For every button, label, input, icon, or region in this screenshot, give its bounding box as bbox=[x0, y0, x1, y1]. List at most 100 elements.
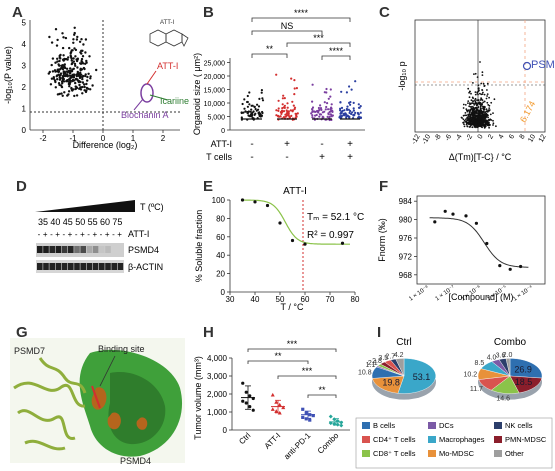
organoid-point bbox=[293, 87, 296, 90]
x-tick-label: 2 bbox=[487, 133, 495, 140]
volcano-point bbox=[84, 62, 87, 65]
volcano-point bbox=[83, 85, 86, 89]
combo-pie: 26.9 18.5 14.6 11.7 10.2 8.54.0 3.62.0 bbox=[463, 352, 543, 403]
volcano-point bbox=[63, 63, 66, 66]
tpp-point bbox=[471, 126, 474, 129]
organoid-point bbox=[290, 114, 293, 117]
tpp-point bbox=[486, 95, 488, 97]
organoid-point bbox=[345, 113, 348, 116]
volcano-point bbox=[68, 71, 72, 75]
tpp-point bbox=[483, 93, 486, 96]
tpp-point bbox=[488, 109, 491, 111]
volcano-point bbox=[81, 77, 84, 81]
organoid-point bbox=[258, 111, 261, 114]
tpp-point bbox=[468, 123, 471, 126]
volcano-point bbox=[80, 49, 83, 52]
tumor-point bbox=[244, 390, 248, 394]
tpp-point bbox=[479, 92, 481, 95]
pie-value-label: 8.5 bbox=[475, 360, 485, 367]
pie-value-label: 3.6 bbox=[496, 353, 506, 360]
x-tick-label: 6 bbox=[508, 133, 516, 140]
tpp-point bbox=[478, 102, 480, 105]
legend-label: Macrophages bbox=[439, 435, 485, 444]
tpp-point bbox=[481, 71, 484, 74]
organoid-point bbox=[348, 85, 351, 88]
legend-swatch bbox=[362, 436, 370, 443]
psmd4-band bbox=[92, 246, 99, 253]
volcano-point bbox=[55, 44, 59, 47]
tpp-point bbox=[464, 104, 467, 106]
volcano-point bbox=[75, 85, 78, 89]
volcano-point bbox=[73, 47, 76, 50]
x-axis-label: T / °C bbox=[281, 302, 304, 310]
psmd4-band bbox=[43, 246, 49, 253]
tpp-point bbox=[474, 117, 477, 120]
row-label-psmd4: PSMD4 bbox=[128, 245, 159, 255]
pie-slice bbox=[395, 358, 405, 377]
volcano-point bbox=[53, 79, 57, 82]
actin-band bbox=[37, 263, 43, 270]
volcano-point bbox=[78, 40, 82, 43]
tpp-point bbox=[467, 87, 470, 90]
tick-label: 50 bbox=[276, 295, 285, 304]
tick-label: 40 bbox=[216, 251, 225, 260]
volcano-point bbox=[68, 85, 71, 88]
volcano-point bbox=[82, 66, 86, 70]
actin-band bbox=[117, 263, 124, 270]
tpp-point bbox=[492, 119, 494, 122]
tpp-point bbox=[472, 97, 474, 100]
x-tick-label: -6 bbox=[444, 133, 453, 142]
volcano-point bbox=[75, 74, 79, 78]
tpp-point bbox=[467, 109, 470, 112]
mst-point bbox=[451, 212, 455, 216]
tpp-dots bbox=[460, 61, 497, 129]
volcano-point bbox=[61, 32, 64, 35]
tumor-point bbox=[241, 399, 245, 403]
volcano-point bbox=[69, 67, 72, 70]
organoid-point bbox=[291, 109, 294, 112]
pie-value-label: 4.0 bbox=[487, 355, 497, 362]
pie-value-label: 2.7 bbox=[385, 353, 395, 360]
tpp-point bbox=[475, 124, 478, 126]
organoid-point bbox=[348, 101, 351, 104]
volcano-point bbox=[62, 54, 65, 57]
tpp-point bbox=[480, 98, 483, 100]
organoid-point bbox=[340, 111, 343, 114]
tpp-point bbox=[463, 119, 466, 122]
psmd4-band bbox=[55, 246, 62, 253]
sig-label: **** bbox=[294, 8, 309, 18]
organoid-point bbox=[258, 97, 261, 100]
pie-value-label: 14.6 bbox=[496, 396, 510, 403]
panel-d-blot: T (ºC) 35 40 45 50 55 60 75 - + - + - + - + - + - + - + ATT… bbox=[35, 200, 164, 273]
organoid-point bbox=[248, 103, 251, 106]
organoid-point bbox=[283, 106, 286, 109]
tick-label: 980 bbox=[399, 216, 413, 225]
mst-point bbox=[443, 209, 447, 213]
data-points bbox=[433, 209, 523, 271]
tpp-point bbox=[493, 98, 496, 101]
organoid-point bbox=[323, 110, 326, 113]
tpp-point bbox=[488, 126, 490, 129]
organoid-point bbox=[340, 90, 343, 93]
treatment-sign: + bbox=[92, 230, 97, 239]
volcano-point bbox=[71, 79, 74, 83]
tpp-point bbox=[462, 114, 465, 117]
organoid-point bbox=[348, 111, 351, 114]
treatment-sign: - bbox=[62, 230, 65, 239]
legend-label: CD4⁺ T cells bbox=[373, 435, 416, 444]
organoid-point bbox=[285, 109, 288, 112]
pie-value-label: 53.1 bbox=[413, 372, 431, 382]
tpp-point bbox=[475, 119, 477, 122]
tpp-point bbox=[488, 107, 491, 109]
x-tick-label: Ctrl bbox=[237, 431, 252, 446]
tpp-point bbox=[476, 108, 479, 110]
tpp-point bbox=[466, 109, 468, 112]
sig-label: ** bbox=[266, 44, 274, 54]
tpp-point bbox=[482, 101, 484, 104]
tpp-point bbox=[481, 115, 483, 118]
volcano-point bbox=[78, 83, 81, 87]
organoid-point bbox=[261, 111, 264, 115]
legend-swatch bbox=[428, 450, 436, 457]
tumor-point bbox=[270, 407, 275, 411]
icariine-annotation: Icariine bbox=[160, 96, 189, 106]
